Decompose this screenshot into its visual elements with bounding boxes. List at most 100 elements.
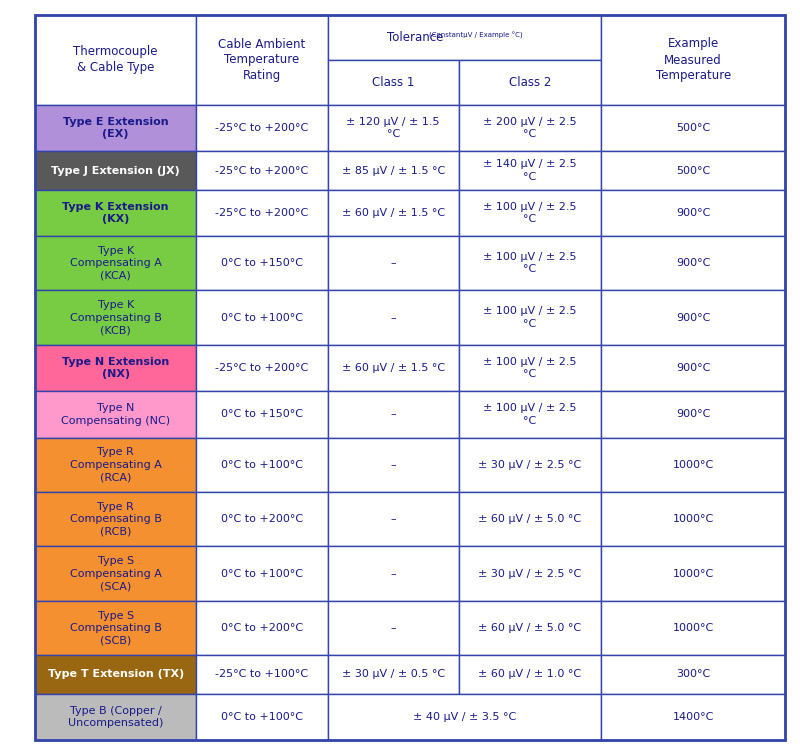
Bar [35,290,196,345]
Bar [458,290,602,345]
Bar [196,105,327,152]
Text: –: – [390,514,396,524]
Bar [458,105,602,152]
Bar [602,601,785,656]
Bar [602,492,785,547]
Bar [602,152,785,190]
Bar [458,152,602,190]
Text: ± 100 μV / ± 2.5
°C: ± 100 μV / ± 2.5 °C [483,307,577,328]
Bar [327,60,458,105]
Text: Example
Measured
Temperature: Example Measured Temperature [655,38,730,82]
Bar [327,190,458,236]
Text: ± 60 μV / ± 5.0 °C: ± 60 μV / ± 5.0 °C [478,623,582,633]
Bar [327,547,458,601]
Bar [35,547,196,601]
Bar [458,236,602,290]
Bar [602,290,785,345]
Bar [602,437,785,492]
Bar [327,152,458,190]
Text: 900°C: 900°C [676,313,710,322]
Bar [196,345,327,392]
Text: Class 1: Class 1 [372,76,414,89]
Text: –: – [390,568,396,579]
Text: 900°C: 900°C [676,410,710,419]
Text: Type S
Compensating A
(SCA): Type S Compensating A (SCA) [70,556,162,591]
Text: ± 100 μV / ± 2.5
°C: ± 100 μV / ± 2.5 °C [483,202,577,224]
Bar [327,492,458,547]
Text: -25°C to +200°C: -25°C to +200°C [215,208,309,218]
Text: ± 60 μV / ± 1.5 °C: ± 60 μV / ± 1.5 °C [342,208,445,218]
Text: Type T Extension (TX): Type T Extension (TX) [47,670,184,680]
Bar [35,152,196,190]
Bar [35,694,196,740]
Text: 1000°C: 1000°C [673,568,714,579]
Bar [196,290,327,345]
Bar [602,492,785,547]
Bar [327,345,458,392]
Text: ± 30 μV / ± 2.5 °C: ± 30 μV / ± 2.5 °C [478,568,582,579]
Bar [327,437,458,492]
Bar [196,601,327,656]
Text: Type N Extension
(NX): Type N Extension (NX) [62,357,170,380]
Bar [458,152,602,190]
Bar [196,601,327,656]
Bar [327,105,458,152]
Text: 1000°C: 1000°C [673,623,714,633]
Text: Type K Extension
(KX): Type K Extension (KX) [62,202,169,224]
Bar [602,345,785,392]
Bar [327,152,458,190]
Bar [602,190,785,236]
Bar [35,656,196,694]
Bar [196,656,327,694]
Bar [458,345,602,392]
Bar [196,492,327,547]
Text: Type J Extension (JX): Type J Extension (JX) [51,166,180,176]
Bar [35,601,196,656]
Bar [602,105,785,152]
Bar [35,656,196,694]
Bar [327,290,458,345]
Text: 0°C to +200°C: 0°C to +200°C [221,623,303,633]
Bar [327,290,458,345]
Bar [35,437,196,492]
Text: Type S
Compensating B
(SCB): Type S Compensating B (SCB) [70,610,162,646]
Bar [458,601,602,656]
Text: ± 140 μV / ± 2.5
°C: ± 140 μV / ± 2.5 °C [483,159,577,182]
Bar [458,392,602,437]
Bar [458,656,602,694]
Bar [196,290,327,345]
Bar [458,60,602,105]
Text: ± 30 μV / ± 2.5 °C: ± 30 μV / ± 2.5 °C [478,460,582,470]
Text: Tolerance: Tolerance [387,31,443,44]
Text: -25°C to +200°C: -25°C to +200°C [215,166,309,176]
Text: 0°C to +150°C: 0°C to +150°C [221,410,303,419]
Bar [35,694,196,740]
Bar [35,492,196,547]
Bar [327,601,458,656]
Bar [196,694,327,740]
Bar [327,656,458,694]
Bar [458,547,602,601]
Text: Type R
Compensating B
(RCB): Type R Compensating B (RCB) [70,502,162,537]
Bar [35,437,196,492]
Bar [327,656,458,694]
Bar [602,547,785,601]
Bar [196,547,327,601]
Bar [35,236,196,290]
Bar [458,105,602,152]
Bar [196,105,327,152]
Text: 300°C: 300°C [676,670,710,680]
Bar [458,236,602,290]
Bar [458,190,602,236]
Text: 1400°C: 1400°C [673,712,714,722]
Bar [196,236,327,290]
Bar [35,392,196,437]
Bar [602,236,785,290]
Bar [458,492,602,547]
Bar [35,105,196,152]
Bar [602,345,785,392]
Bar [602,656,785,694]
Bar [327,236,458,290]
Text: ± 40 μV / ± 3.5 °C: ± 40 μV / ± 3.5 °C [413,712,516,722]
Bar [327,105,458,152]
